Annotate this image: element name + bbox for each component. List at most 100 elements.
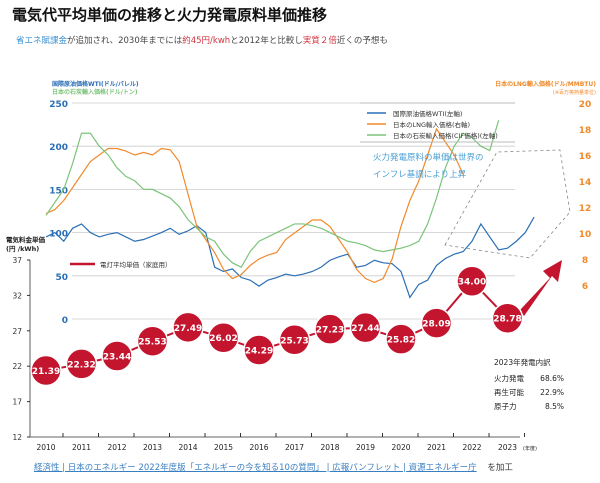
- electric-tick-label: 12: [12, 433, 22, 442]
- breakdown-value: 68.6%: [540, 374, 564, 383]
- electric-tick-label: 22: [12, 362, 22, 371]
- electric-data-label: 22.32: [67, 360, 95, 370]
- electric-data-label: 34.00: [458, 278, 486, 288]
- electric-data-point: [385, 323, 417, 355]
- breakdown-value: 8.5%: [545, 402, 564, 411]
- electric-data-point: [207, 321, 240, 354]
- source-suffix: を加工: [487, 463, 513, 473]
- electric-data-label: 25.82: [387, 336, 415, 346]
- source-link[interactable]: 経済性 | 日本のエネルギー 2022年度版「エネルギーの今を知る10の質問」 …: [34, 463, 477, 473]
- electric-data-point: [30, 354, 62, 387]
- left-tick-label: 0: [62, 316, 68, 326]
- red-up-arrow-icon: [520, 260, 562, 316]
- x-tick-label: 2013: [143, 443, 162, 452]
- electric-data-point: [314, 313, 346, 345]
- legend-item: 国際原油価格WTI(左軸): [393, 109, 462, 118]
- x-tick-label: 2010: [36, 443, 55, 452]
- x-tick-label: 2011: [72, 443, 91, 452]
- electric-data-point: [65, 348, 98, 380]
- annotation-dashed-outline: [444, 149, 571, 259]
- breakdown-title: 2023年発電内訳: [494, 357, 551, 367]
- electric-axis-unit: (円 /kWh): [6, 245, 39, 253]
- source-note: 経済性 | 日本のエネルギー 2022年度版「エネルギーの今を知る10の質問」 …: [34, 461, 513, 473]
- electric-tick-label: 27: [12, 327, 22, 336]
- electric-data-label: 25.73: [280, 336, 308, 346]
- x-tick-label: 2017: [285, 443, 304, 452]
- right-tick-label: 10: [579, 230, 592, 240]
- page-title: 電気代平均単価の推移と火力発電原料単価推移: [12, 6, 328, 24]
- electric-data-label: 27.44: [351, 324, 379, 334]
- left-tick-label: 250: [49, 100, 68, 110]
- breakdown-label: 原子力: [494, 401, 517, 411]
- series-line-wti: [45, 216, 535, 299]
- x-tick-label: 2014: [178, 443, 197, 452]
- left-axis-label: 国際原油価格WTI(ドル/バレル): [52, 80, 139, 88]
- electric-data-point: [278, 324, 311, 356]
- subtitle-part: 省エネ賦課金: [16, 36, 68, 46]
- electric-data-label: 25.53: [138, 338, 166, 348]
- annotation-text: 火力発電原料の単価は世界の: [373, 152, 484, 163]
- x-tick-label: 2020: [391, 443, 410, 452]
- electric-data-point: [101, 340, 133, 372]
- left-tick-label: 50: [55, 273, 68, 283]
- right-tick-label: 18: [579, 126, 592, 136]
- series-line-lng: [45, 127, 464, 284]
- subtitle-part: が追加され、2030年までには: [67, 36, 183, 46]
- x-axis-suffix: (年度): [523, 445, 537, 452]
- electric-data-label: 21.39: [32, 367, 60, 377]
- right-tick-label: 6: [582, 282, 588, 292]
- breakdown-label: 再生可能: [494, 387, 524, 397]
- electric-tick-label: 32: [12, 291, 22, 300]
- left-tick-label: 100: [49, 230, 68, 240]
- electric-data-point: [491, 302, 524, 334]
- electric-data-point: [456, 265, 488, 297]
- electric-data-point: [349, 311, 382, 344]
- right-tick-label: 14: [579, 178, 592, 188]
- electric-legend-label: 電灯平均単価（家庭用）: [100, 260, 172, 269]
- electric-data-point: [420, 307, 453, 339]
- right-tick-label: 20: [579, 100, 592, 110]
- right-axis-label-2: (※百万英熱量単位): [553, 89, 596, 96]
- x-tick-label: 2022: [462, 443, 481, 452]
- x-tick-label: 2015: [214, 443, 233, 452]
- right-tick-label: 8: [582, 256, 588, 266]
- x-tick-label: 2019: [356, 443, 375, 452]
- right-tick-label: 16: [579, 152, 592, 162]
- electric-axis-label: 電気料金単価: [6, 235, 46, 244]
- subtitle-part: 約45円/kwh: [182, 36, 231, 46]
- electric-data-label: 28.09: [422, 320, 450, 330]
- electric-data-label: 27.23: [316, 326, 344, 336]
- electric-data-point: [243, 334, 275, 366]
- annotation-text: インフレ基調により上昇: [373, 169, 467, 180]
- left-tick-label: 150: [49, 186, 68, 196]
- legend-item: 日本の石炭輸入価格(CIF価格)(左軸): [393, 131, 498, 140]
- electric-tick-label: 17: [12, 398, 22, 407]
- right-tick-label: 12: [579, 204, 592, 214]
- electric-data-label: 27.49: [174, 324, 202, 334]
- x-tick-label: 2012: [107, 443, 126, 452]
- breakdown-value: 22.9%: [540, 388, 564, 397]
- x-tick-label: 2021: [427, 443, 446, 452]
- left-tick-label: 200: [49, 143, 68, 153]
- electric-data-point: [136, 325, 169, 357]
- subtitle-part: 実質２倍: [302, 36, 337, 46]
- x-tick-label: 2023: [498, 443, 517, 452]
- left-axis-label-2: 日本の石炭輸入価格(ドル/トン): [52, 88, 138, 96]
- breakdown-label: 火力発電: [494, 373, 524, 383]
- x-tick-label: 2016: [249, 443, 268, 452]
- right-axis-label: 日本のLNG輸入価格(ドル/MMBTU): [495, 80, 596, 88]
- electric-data-label: 28.78: [493, 315, 521, 325]
- electric-data-label: 23.44: [103, 353, 131, 363]
- electric-data-label: 26.02: [209, 334, 237, 344]
- electric-data-label: 24.29: [245, 346, 273, 356]
- x-tick-label: 2018: [320, 443, 339, 452]
- electric-tick-label: 37: [12, 256, 22, 265]
- subtitle-part: と2012年と比較し: [230, 36, 303, 46]
- electric-data-point: [172, 311, 204, 344]
- series-line-coal: [45, 120, 500, 268]
- legend-item: 日本のLNG輸入価格(右軸): [393, 120, 470, 129]
- subtitle-part: 近くの予想も: [336, 36, 388, 46]
- subtitle: 省エネ賦課金が追加され、2030年までには約45円/kwhと2012年と比較し実…: [16, 34, 388, 46]
